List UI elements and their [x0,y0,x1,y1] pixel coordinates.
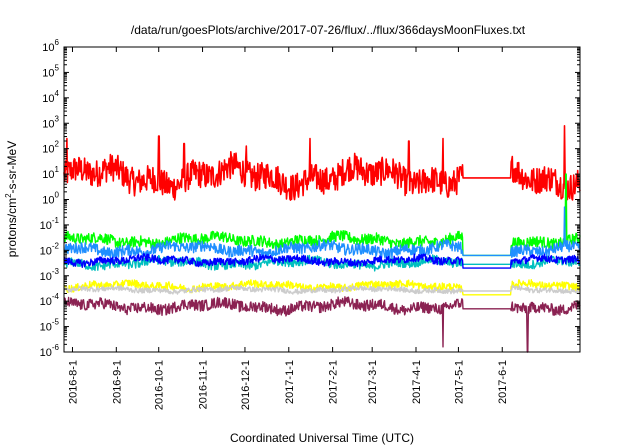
series-line [63,125,581,201]
y-axis-label-rest: -s-sr-MeV [5,141,19,194]
x-tick-label: 2016-11-1 [198,360,210,409]
x-axis: 2016-8-1 2016-9-1 2016-10-1 2016-11-1 2016-1… [67,47,509,410]
x-tick-label: 2017-2-1 [328,360,340,404]
x-tick-label: 2016-10-1 [154,360,166,410]
y-tick-label: 10-5 [40,318,60,334]
x-tick-label: 2017-6-1 [497,360,509,404]
series-line [63,279,581,296]
y-tick-label: 10-6 [40,343,60,359]
chart-title: /data/run/goesPlots/archive/2017-07-26/f… [131,23,526,37]
x-tick-label: 2016-8-1 [67,360,79,404]
y-tick-label: 105 [42,63,59,79]
y-axis-label: protons/cm2-s-sr-MeV [4,141,19,257]
x-tick-label: 2017-1-1 [284,360,296,404]
y-tick-label: 103 [42,114,59,130]
series-line [63,296,581,353]
x-tick-label: 2016-9-1 [111,360,123,404]
series-layer [63,125,581,353]
y-tick-label: 10-4 [40,292,60,308]
y-tick-label: 101 [42,165,59,181]
series-line [63,206,581,260]
x-tick-label: 2017-4-1 [411,360,423,404]
y-tick-label: 106 [42,38,59,54]
y-axis-label-sup: 2 [4,193,13,198]
series-line [63,284,581,295]
y-tick-label: 10-1 [40,216,60,232]
y-axis-label-base: protons/cm [5,198,19,257]
x-tick-label: 2016-12-1 [240,360,252,410]
y-tick-label: 100 [42,191,59,207]
x-tick-label: 2017-5-1 [453,360,465,404]
y-tick-label: 10-2 [40,241,60,257]
series-line [63,253,581,269]
y-tick-label: 104 [42,89,59,105]
y-axis: 10-6 10-5 10-4 10-3 10-2 10-1 100 101 102 103 104 1… [40,38,580,359]
y-tick-label: 102 [42,140,59,156]
x-axis-label: Coordinated Universal Time (UTC) [230,431,414,445]
x-tick-label: 2017-3-1 [367,360,379,404]
y-tick-label: 10-3 [40,267,60,283]
